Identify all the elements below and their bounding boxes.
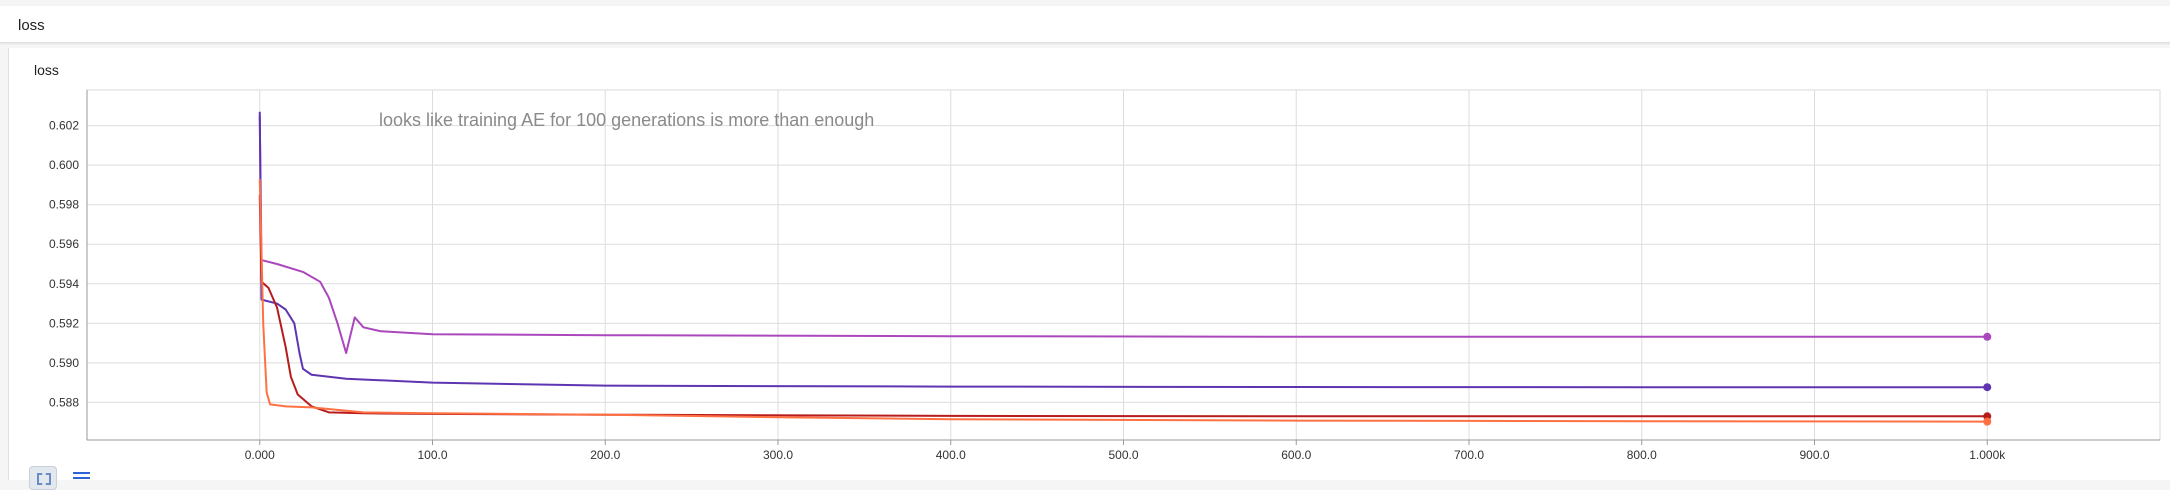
y-tick-label: 0.588 [49, 395, 79, 409]
y-tick-label: 0.592 [49, 316, 79, 330]
x-tick-label: 800.0 [1627, 448, 1657, 462]
series-lines [258, 111, 1988, 423]
series-end-marker-2[interactable] [1983, 383, 1992, 392]
series-end-markers [1983, 332, 1992, 426]
y-tick-labels: 0.588 0.590 0.592 0.594 0.596 0.598 0.600 0.602 [49, 119, 79, 410]
section-header[interactable]: loss [0, 6, 2170, 43]
x-tick-label: 400.0 [936, 448, 966, 462]
chart-annotation: looks like training AE for 100 generatio… [379, 110, 874, 130]
menu-button[interactable] [69, 468, 95, 490]
x-tick-label: 0.000 [245, 448, 275, 462]
x-tick-label: 1.000k [1969, 448, 2006, 462]
y-tick-label: 0.600 [49, 158, 79, 172]
x-tick-label: 600.0 [1281, 448, 1311, 462]
fit-domain-icon [37, 473, 51, 485]
x-tick-label: 900.0 [1799, 448, 1829, 462]
y-tick-label: 0.594 [49, 277, 79, 291]
menu-icon-bar [73, 477, 90, 479]
y-tick-label: 0.596 [49, 237, 79, 251]
y-tick-label: 0.598 [49, 198, 79, 212]
series-line-4 [258, 178, 1988, 423]
chart-card: loss 0.588 0.590 0.592 0.594 0.596 0.598 0.600… [8, 48, 2170, 490]
fit-domain-button[interactable] [29, 466, 57, 490]
series-line-3 [258, 194, 1988, 418]
x-tick-label: 200.0 [590, 448, 620, 462]
x-tick-label: 500.0 [1108, 448, 1138, 462]
series-line-1 [258, 115, 1988, 354]
y-tick-label: 0.602 [49, 119, 79, 133]
y-tick-label: 0.590 [49, 356, 79, 370]
series-end-marker-4[interactable] [1983, 417, 1992, 426]
x-tick-label: 100.0 [417, 448, 447, 462]
x-tick-label: 300.0 [763, 448, 793, 462]
series-line-2 [258, 111, 1988, 389]
x-tick-label: 700.0 [1454, 448, 1484, 462]
section-title: loss [18, 17, 45, 34]
loss-chart[interactable]: 0.588 0.590 0.592 0.594 0.596 0.598 0.600 0.602… [9, 48, 2170, 480]
chart-title: loss [34, 62, 59, 78]
series-end-marker-1[interactable] [1983, 332, 1992, 341]
menu-icon [73, 472, 90, 474]
x-tick-labels: 0.000 100.0 200.0 300.0 400.0 500.0 600.0 700.0… [245, 448, 2007, 462]
grid-x [259, 90, 1988, 445]
